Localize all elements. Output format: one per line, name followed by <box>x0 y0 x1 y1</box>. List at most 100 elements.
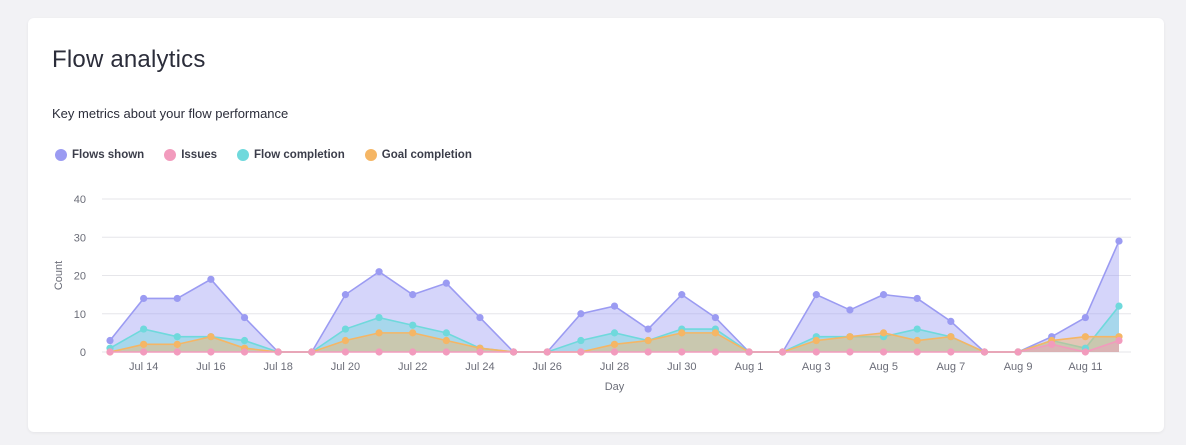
point-issues <box>779 348 787 356</box>
point-issues <box>879 348 888 356</box>
point-issues <box>543 348 551 356</box>
point-issues <box>577 348 585 356</box>
point-flows-shown <box>442 279 450 287</box>
y-tick-label: 20 <box>74 271 86 283</box>
x-tick-label: Aug 1 <box>735 361 764 373</box>
x-tick-label: Aug 9 <box>1004 361 1033 373</box>
point-issues <box>1014 348 1022 356</box>
area-flows-shown <box>110 241 1119 352</box>
point-issues <box>207 348 215 356</box>
point-goal-completion <box>442 336 450 345</box>
x-tick-label: Jul 20 <box>331 361 360 373</box>
legend-swatch-issues <box>164 149 177 161</box>
point-flows-shown <box>1081 313 1089 322</box>
x-tick-label: Aug 3 <box>802 361 831 373</box>
point-flow-completion <box>409 321 417 329</box>
point-flow-completion <box>610 329 619 337</box>
x-tick-label: Jul 16 <box>196 361 225 373</box>
legend-swatch-flows-shown <box>55 149 67 161</box>
point-goal-completion <box>879 329 888 337</box>
point-goal-completion <box>678 329 686 337</box>
point-flows-shown <box>812 291 820 299</box>
point-flows-shown <box>207 275 215 283</box>
point-goal-completion <box>140 340 148 348</box>
point-flows-shown <box>711 313 720 322</box>
point-issues <box>140 348 148 356</box>
point-flows-shown <box>1115 237 1123 245</box>
point-issues <box>375 348 383 356</box>
x-tick-label: Aug 11 <box>1068 361 1102 373</box>
point-flow-completion <box>341 325 350 333</box>
page-subtitle: Key metrics about your flow performance <box>52 106 289 121</box>
point-flows-shown <box>240 313 249 322</box>
point-flows-shown <box>375 268 383 276</box>
point-flows-shown <box>947 317 955 325</box>
legend-item-flow-completion[interactable]: Flow completion <box>237 149 345 161</box>
point-goal-completion <box>207 333 215 341</box>
point-goal-completion <box>947 333 955 341</box>
point-issues <box>442 348 450 356</box>
point-issues <box>947 348 955 356</box>
point-flow-completion <box>240 336 249 345</box>
point-flows-shown <box>476 313 484 322</box>
x-axis-label: Day <box>605 381 625 393</box>
point-issues <box>240 348 249 356</box>
legend-item-issues[interactable]: Issues <box>164 149 217 161</box>
point-issues <box>173 348 181 356</box>
x-tick-label: Jul 28 <box>600 361 629 373</box>
y-tick-label: 30 <box>74 232 86 244</box>
area-flow-completion <box>110 306 1119 352</box>
point-issues <box>409 348 417 356</box>
point-issues <box>980 348 989 356</box>
area-chart: 0 10 20 30 40 Count Jul 14 Jul 16 Jul 18 Jul 20 Ju… <box>53 194 1131 393</box>
x-tick-label: Jul 30 <box>667 361 696 373</box>
point-goal-completion <box>341 336 350 345</box>
legend-swatch-goal-completion <box>364 149 377 161</box>
x-tick-label: Aug 7 <box>936 361 965 373</box>
point-flow-completion <box>442 329 450 337</box>
point-issues <box>1081 348 1089 356</box>
x-tick-label: Jul 26 <box>533 361 562 373</box>
point-flows-shown <box>678 291 686 299</box>
point-issues <box>106 348 114 356</box>
point-flows-shown <box>409 291 417 299</box>
legend-item-flows-shown[interactable]: Flows shown <box>55 149 144 161</box>
point-flows-shown <box>140 294 148 303</box>
legend-item-goal-completion[interactable]: Goal completion <box>364 149 472 161</box>
x-tick-label: Jul 14 <box>129 361 158 373</box>
point-issues <box>711 348 720 356</box>
point-flows-shown <box>913 294 921 303</box>
point-goal-completion <box>409 329 417 337</box>
point-issues <box>913 348 921 356</box>
legend-label-flows-shown: Flows shown <box>72 149 145 161</box>
point-issues <box>745 348 753 356</box>
point-issues <box>510 348 518 356</box>
point-issues <box>610 348 619 356</box>
point-flow-completion <box>577 336 585 345</box>
x-tick-label: Jul 22 <box>398 361 427 373</box>
legend-label-goal-completion: Goal completion <box>381 149 472 161</box>
point-flow-completion <box>913 325 921 333</box>
point-flows-shown <box>879 291 888 299</box>
legend-swatch-flow-completion <box>237 149 250 161</box>
point-flows-shown <box>577 310 585 318</box>
point-goal-completion <box>173 340 181 348</box>
point-goal-completion <box>913 336 921 345</box>
point-goal-completion <box>1081 333 1089 341</box>
legend-label-flow-completion: Flow completion <box>254 149 345 161</box>
point-goal-completion <box>644 336 652 345</box>
point-issues <box>476 348 484 356</box>
point-flow-completion <box>173 333 181 341</box>
x-tick-label: Jul 24 <box>465 361 494 373</box>
point-flows-shown <box>644 325 652 333</box>
point-flow-completion <box>140 325 148 333</box>
point-flows-shown <box>106 336 114 345</box>
y-tick-label: 10 <box>74 309 86 321</box>
page-title: Flow analytics <box>52 46 206 73</box>
point-issues <box>678 348 686 356</box>
legend-label-issues: Issues <box>181 149 218 161</box>
point-issues <box>812 348 820 356</box>
point-issues <box>308 348 316 356</box>
point-flows-shown <box>846 306 854 314</box>
y-axis-label: Count <box>53 261 65 290</box>
